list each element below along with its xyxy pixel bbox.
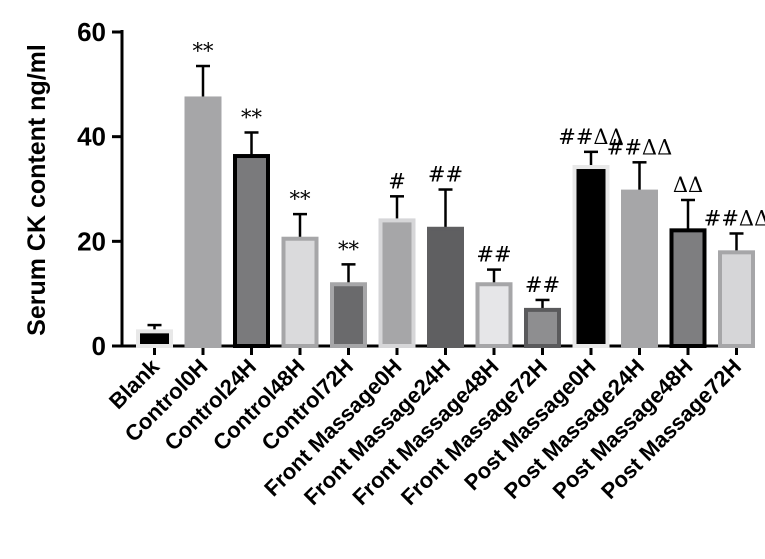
significance-marker: ##ΔΔ — [704, 206, 765, 230]
bar — [233, 154, 270, 348]
significance-marker: ** — [241, 105, 263, 129]
significance-marker: ** — [290, 187, 312, 211]
significance-marker: ##ΔΔ — [558, 125, 624, 149]
y-axis-title: Serum CK content ng/ml — [23, 44, 51, 336]
bar — [669, 228, 707, 349]
significance-marker: ** — [338, 237, 360, 261]
significance-marker: ** — [193, 39, 215, 63]
significance-marker: ##ΔΔ — [607, 135, 673, 159]
significance-marker: ## — [428, 163, 463, 187]
bar — [184, 96, 222, 348]
bar — [621, 189, 658, 348]
bar — [572, 165, 610, 348]
bar — [378, 218, 416, 348]
bar — [427, 226, 464, 348]
significance-marker: # — [388, 169, 406, 193]
bar — [718, 250, 755, 348]
bar — [136, 329, 173, 349]
bar — [475, 282, 513, 349]
category-labels: BlankControl0HControl24HControl48HContro… — [104, 353, 746, 510]
significance-marker: ## — [525, 273, 560, 297]
bar — [524, 307, 561, 349]
y-tick-label: 40 — [77, 122, 106, 152]
significance-marker: ## — [476, 243, 511, 267]
bar — [330, 282, 367, 349]
bar — [281, 236, 319, 348]
y-tick-label: 20 — [77, 226, 106, 256]
significance-marker: ΔΔ — [673, 173, 703, 197]
y-tick-label: 0 — [92, 331, 106, 361]
y-tick-label: 60 — [77, 17, 106, 47]
